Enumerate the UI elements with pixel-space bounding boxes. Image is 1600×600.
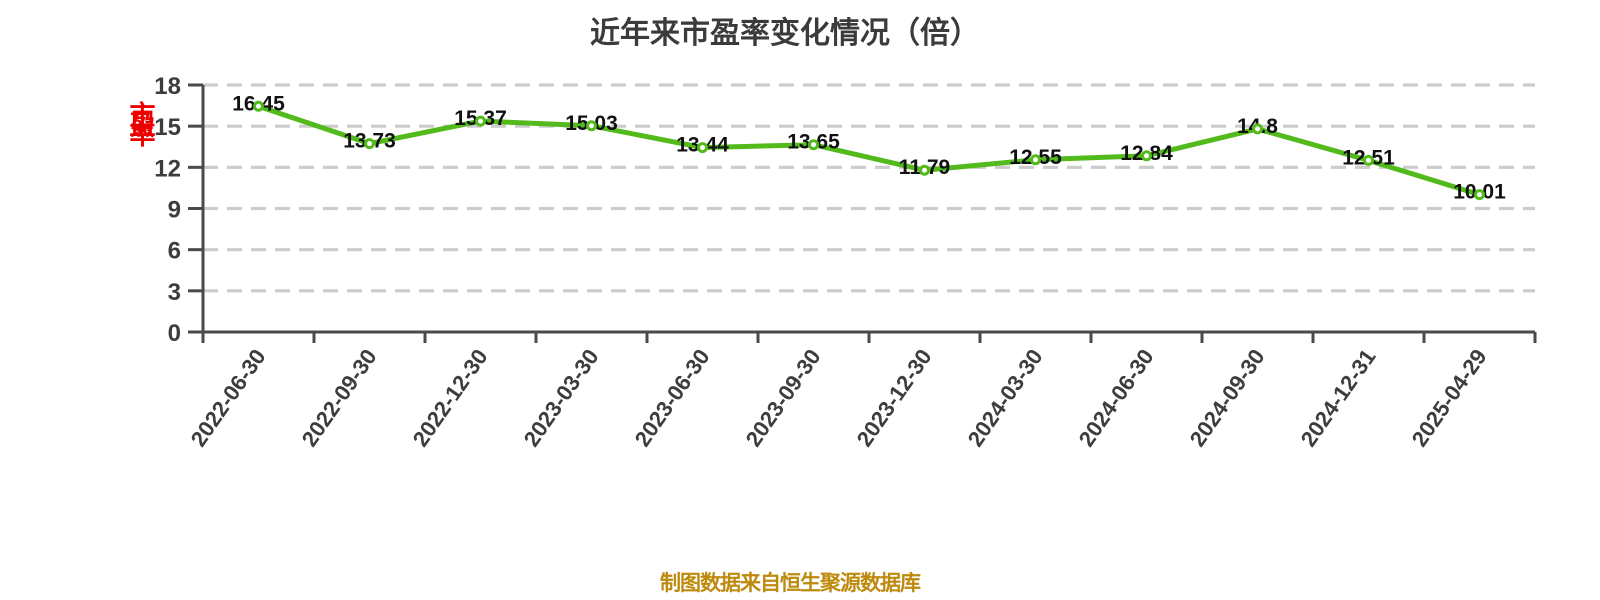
- x-tick-label: 2024-12-31: [1296, 345, 1381, 452]
- y-tick-label: 9: [168, 197, 181, 224]
- x-tick-label: 2024-03-30: [963, 345, 1048, 452]
- y-tick-label: 18: [154, 73, 181, 100]
- x-tick-label: 2023-06-30: [630, 345, 715, 452]
- x-tick-label: 2022-12-30: [408, 345, 493, 452]
- data-point-marker: [1030, 154, 1041, 166]
- data-point-marker: [1474, 189, 1485, 201]
- data-point-marker: [1252, 123, 1263, 135]
- y-tick-label: 6: [168, 238, 181, 265]
- series-legend-label: 市盈率: [126, 101, 156, 131]
- x-tick-label: 2024-09-30: [1185, 345, 1270, 452]
- data-point-marker: [1363, 154, 1374, 166]
- y-tick-label: 15: [154, 114, 181, 141]
- data-point-marker: [586, 120, 597, 132]
- data-point-marker: [808, 139, 819, 151]
- x-tick-label: 2024-06-30: [1074, 345, 1159, 452]
- data-point-marker: [919, 164, 930, 176]
- footer-source-note: 制图数据来自恒生聚源数据库: [660, 572, 921, 595]
- data-point-marker: [475, 115, 486, 127]
- x-tick-label: 2023-03-30: [519, 345, 604, 452]
- x-tick-label: 2022-06-30: [186, 345, 271, 452]
- x-tick-label: 2022-09-30: [297, 345, 382, 452]
- data-point-marker: [253, 100, 264, 112]
- data-point-marker: [1141, 150, 1152, 162]
- y-tick-label: 3: [168, 279, 181, 306]
- y-tick-label: 0: [168, 320, 181, 347]
- x-tick-label: 2023-09-30: [741, 345, 826, 452]
- data-point-marker: [364, 138, 375, 150]
- chart-title: 近年来市盈率变化情况（倍）: [590, 17, 980, 50]
- y-tick-label: 12: [154, 155, 181, 182]
- x-tick-label: 2025-04-29: [1407, 345, 1492, 452]
- series-line: [256, 103, 1482, 198]
- data-point-marker: [697, 142, 708, 154]
- x-tick-label: 2023-12-30: [852, 345, 937, 452]
